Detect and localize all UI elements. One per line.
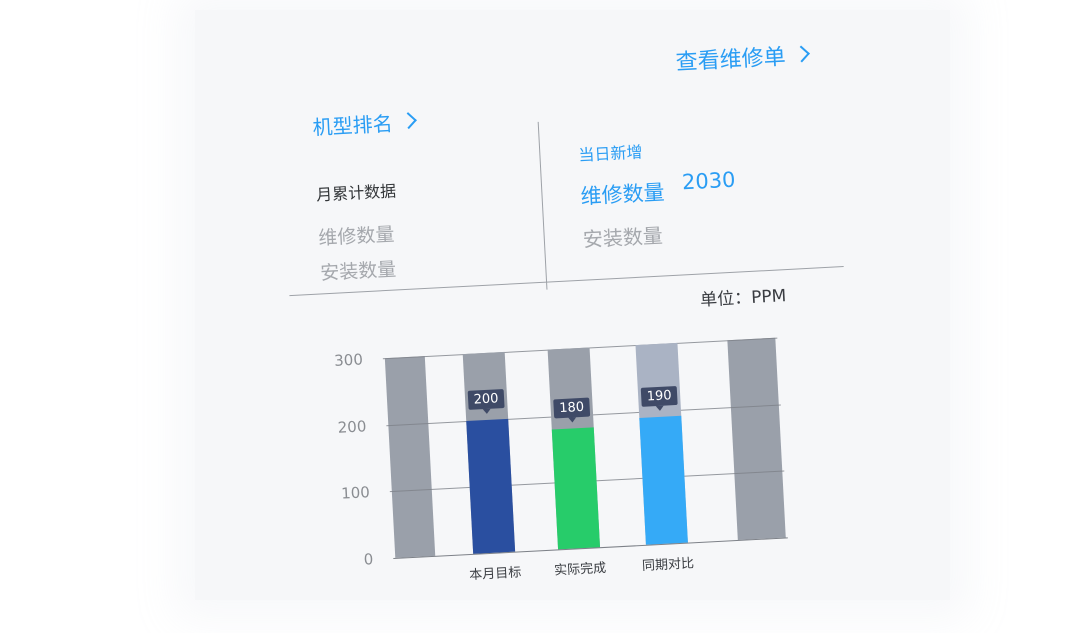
monthly-cumulative-title: 月累计数据 — [315, 181, 397, 205]
column-background — [727, 337, 786, 540]
view-repair-orders-label: 查看维修单 — [675, 44, 787, 76]
daily-repair-count-label: 维修数量 — [580, 180, 666, 209]
unit-label: 单位：PPM — [699, 286, 787, 311]
data-label: 200 — [467, 388, 505, 410]
bar-2 — [551, 427, 601, 550]
y-tick-label: 100 — [340, 483, 371, 503]
x-tick-label: 本月目标 — [468, 565, 522, 584]
y-tick-label: 200 — [337, 416, 367, 437]
daily-install-count-label: 安装数量 — [582, 223, 664, 252]
model-ranking-link[interactable]: 机型排名 — [312, 106, 417, 140]
chevron-right-icon — [399, 112, 417, 130]
data-label: 180 — [553, 397, 591, 419]
daily-repair-count-value: 2030 — [681, 167, 737, 195]
monthly-repair-count-label: 维修数量 — [317, 223, 395, 250]
view-repair-orders-link[interactable]: 查看维修单 — [675, 38, 810, 77]
data-label: 190 — [640, 386, 678, 408]
column-background — [384, 356, 436, 558]
chevron-right-icon — [793, 45, 810, 63]
chart-plot-area: 0 100 200 300 200 本月目标 180 实际完成 190 同期对比 — [332, 317, 791, 583]
x-tick-label: 同期对比 — [641, 556, 695, 575]
model-ranking-label: 机型排名 — [312, 111, 394, 140]
y-tick-label: 0 — [363, 550, 374, 569]
monthly-install-count-label: 安装数量 — [319, 258, 397, 285]
y-tick-label: 300 — [333, 350, 364, 370]
bar-chart: 0 100 200 300 200 本月目标 180 实际完成 190 同期对比 — [332, 317, 805, 601]
bar-3 — [639, 416, 688, 545]
bar-1 — [466, 418, 516, 554]
daily-new-title: 当日新增 — [577, 142, 643, 165]
x-tick-label: 实际完成 — [553, 560, 607, 579]
vertical-divider — [537, 121, 548, 290]
